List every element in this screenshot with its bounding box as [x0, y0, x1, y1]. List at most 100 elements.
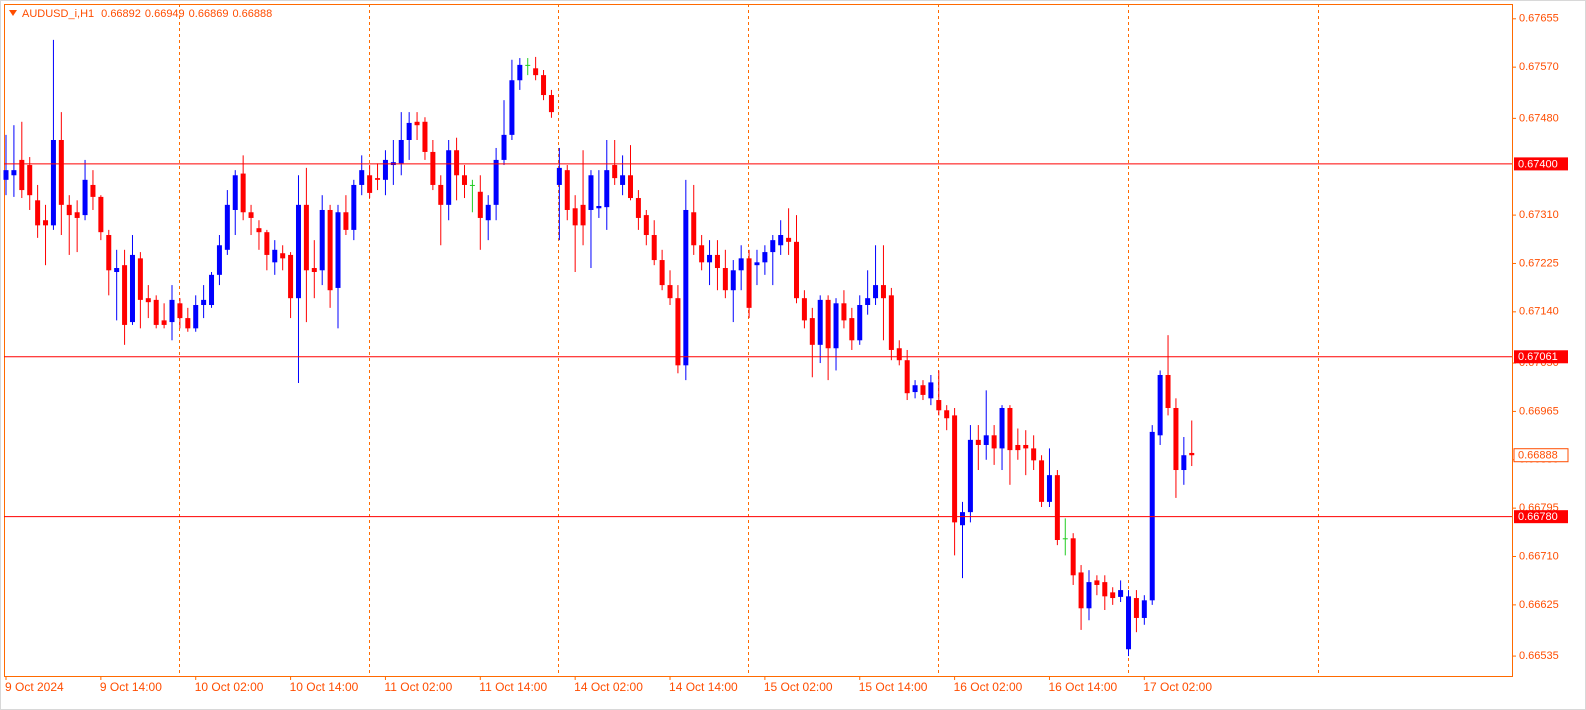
- candle-body: [430, 151, 436, 185]
- candle-body: [469, 184, 475, 186]
- candle-body: [335, 212, 341, 288]
- candle-body: [920, 385, 926, 395]
- candle-body: [849, 318, 855, 341]
- candle-body: [343, 212, 349, 230]
- candle-body: [651, 235, 657, 261]
- candle-body: [1149, 431, 1155, 601]
- candle-body: [691, 212, 697, 246]
- candle-body: [461, 175, 467, 185]
- level-label: 0.67061: [1518, 351, 1558, 363]
- candle-body: [770, 240, 776, 253]
- candle-body: [193, 305, 199, 329]
- candle-body: [454, 150, 460, 176]
- x-tick-label: 17 Oct 02:00: [1143, 680, 1212, 694]
- candle-body: [1046, 475, 1052, 502]
- candle-body: [1126, 596, 1132, 650]
- candle-body: [1015, 444, 1021, 451]
- candle-body: [1062, 538, 1068, 540]
- candle-body: [588, 175, 594, 210]
- x-tick-label: 15 Oct 02:00: [764, 680, 833, 694]
- candle-body: [169, 299, 175, 323]
- candle-body: [422, 121, 428, 152]
- candle-body: [106, 235, 112, 271]
- candle-body: [1173, 407, 1179, 471]
- candle-body: [873, 285, 879, 299]
- candle-body: [501, 134, 507, 160]
- candle-body: [145, 298, 151, 303]
- collapse-icon[interactable]: [9, 10, 17, 16]
- candle-body: [936, 400, 942, 411]
- candle-body: [714, 254, 720, 269]
- candle-body: [1023, 444, 1029, 449]
- candle-body: [438, 184, 444, 205]
- candle-body: [98, 196, 104, 233]
- candle-body: [1118, 590, 1124, 597]
- last-high: 0.66949: [145, 8, 185, 20]
- candle-body: [809, 318, 815, 345]
- x-tick-label: 14 Oct 02:00: [574, 680, 643, 694]
- candle-body: [975, 439, 981, 445]
- candle-body: [967, 439, 973, 513]
- candle-body: [556, 167, 562, 185]
- candle-body: [359, 170, 365, 185]
- candle-body: [485, 204, 491, 221]
- candle-body: [572, 208, 578, 226]
- candle-body: [414, 121, 420, 126]
- candle-body: [643, 215, 649, 236]
- candle-body: [794, 241, 799, 299]
- candle-body: [746, 258, 752, 308]
- candle-body: [548, 95, 554, 113]
- candle-body: [509, 80, 515, 135]
- x-tick-label: 10 Oct 14:00: [290, 680, 359, 694]
- candle-body: [786, 237, 792, 242]
- candle-body: [999, 407, 1005, 449]
- candle-body: [817, 299, 823, 345]
- candle-body: [952, 415, 958, 523]
- candle-body: [1078, 572, 1084, 609]
- x-tick-label: 9 Oct 2024: [5, 680, 64, 694]
- candle-body: [27, 165, 33, 196]
- candle-body: [627, 175, 633, 199]
- y-tick-label: 0.67570: [1519, 61, 1559, 73]
- candle-body: [209, 274, 215, 306]
- candle-body: [888, 295, 894, 350]
- y-tick-label: 0.67310: [1519, 209, 1559, 221]
- candle-body: [580, 204, 586, 226]
- candle-body: [667, 285, 673, 299]
- candle-body: [1165, 374, 1171, 408]
- candle-body: [50, 139, 56, 226]
- candle-body: [477, 191, 483, 218]
- candle-body: [90, 184, 96, 197]
- candle-body: [1054, 475, 1060, 541]
- candle-body: [35, 200, 41, 226]
- candle-body: [311, 268, 317, 273]
- candle-body: [983, 435, 989, 445]
- candle-body: [604, 170, 610, 208]
- candle-body: [754, 262, 760, 266]
- candle-body: [960, 512, 966, 526]
- candle-body: [1086, 582, 1092, 609]
- candle-body: [730, 270, 736, 291]
- candle-body: [406, 122, 412, 140]
- level-label-box: [1514, 157, 1568, 171]
- candle-body: [43, 220, 49, 226]
- x-tick-label: 11 Oct 14:00: [479, 680, 547, 694]
- candle-body: [1070, 538, 1076, 576]
- candle-body: [382, 159, 388, 180]
- candle-body: [280, 253, 286, 259]
- candle-body: [161, 320, 167, 325]
- candle-body: [240, 173, 246, 213]
- candle-body: [256, 228, 262, 233]
- candle-body: [177, 303, 183, 319]
- candle-body: [19, 159, 25, 191]
- candle-body: [659, 260, 665, 286]
- x-tick-label: 9 Oct 14:00: [100, 680, 162, 694]
- candle-body: [216, 245, 222, 275]
- candle-body: [833, 303, 839, 349]
- candle-body: [82, 179, 88, 216]
- candle-body: [1133, 598, 1139, 618]
- last-low: 0.66869: [189, 8, 229, 20]
- y-tick-label: 0.67655: [1519, 13, 1559, 25]
- candle-body: [185, 318, 191, 329]
